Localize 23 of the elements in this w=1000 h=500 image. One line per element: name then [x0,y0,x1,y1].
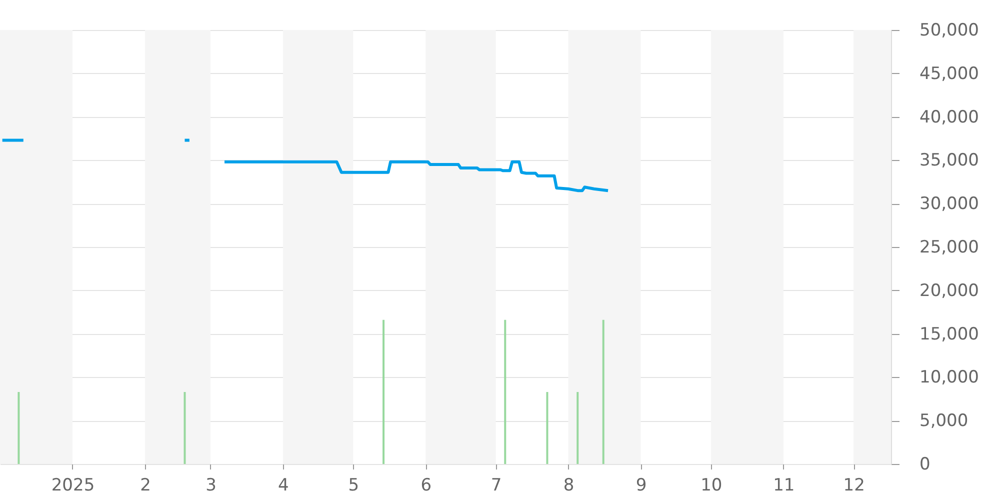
x-tick-label: 4 [278,476,289,496]
x-tick-label: 10 [700,476,722,496]
y-tick-label: 5,000 [920,411,968,432]
x-tick-label: 2 [140,476,151,496]
y-tick-label: 10,000 [920,368,979,388]
x-tick-label: 12 [843,476,865,496]
y-tick-label: 45,000 [920,64,979,84]
y-tick-label: 30,000 [920,194,979,214]
y-tick-label: 35,000 [920,150,979,171]
y-tick-label: 25,000 [920,238,979,258]
x-tick-label: 9 [636,476,647,496]
x-tick-label: 6 [420,476,432,496]
x-tick-label: 8 [563,476,574,496]
x-tick-label: 3 [206,476,216,496]
y-tick-label: 50,000 [920,20,979,40]
y-tick-label: 40,000 [920,107,979,128]
y-tick-label: 0 [920,454,930,474]
x-tick-label: 5 [348,476,360,496]
y-tick-label: 20,000 [920,280,979,301]
x-tick-label: 2025 [51,476,95,496]
y-tick-label: 15,000 [920,324,979,344]
x-tick-label: 7 [490,476,502,496]
x-tick-label: 11 [773,476,795,496]
